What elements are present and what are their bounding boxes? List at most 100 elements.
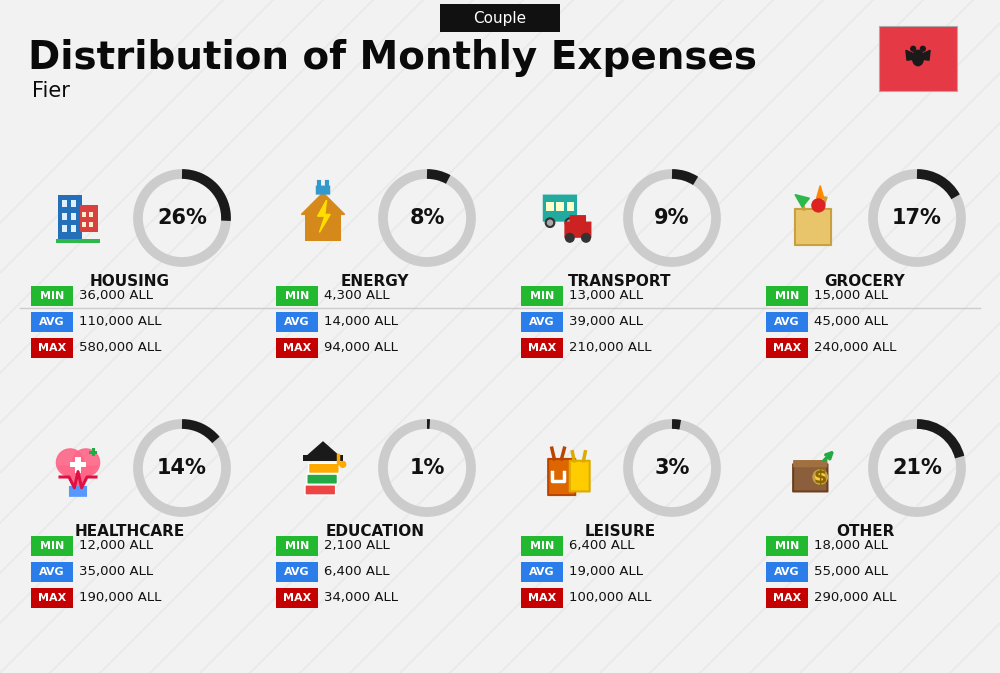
- Text: AVG: AVG: [39, 317, 65, 327]
- Text: AVG: AVG: [39, 567, 65, 577]
- Text: 15,000 ALL: 15,000 ALL: [814, 289, 888, 302]
- FancyBboxPatch shape: [62, 200, 67, 207]
- FancyBboxPatch shape: [556, 202, 564, 211]
- Text: Couple: Couple: [473, 11, 527, 26]
- Text: 17%: 17%: [892, 208, 942, 228]
- FancyBboxPatch shape: [31, 562, 73, 582]
- Circle shape: [813, 470, 827, 484]
- Text: 240,000 ALL: 240,000 ALL: [814, 341, 896, 355]
- FancyBboxPatch shape: [305, 213, 341, 242]
- Polygon shape: [918, 50, 930, 60]
- Polygon shape: [817, 186, 824, 199]
- FancyBboxPatch shape: [766, 588, 808, 608]
- Circle shape: [72, 449, 100, 476]
- Text: MIN: MIN: [285, 541, 309, 551]
- Text: HEALTHCARE: HEALTHCARE: [75, 524, 185, 539]
- FancyBboxPatch shape: [521, 286, 563, 306]
- FancyBboxPatch shape: [440, 4, 560, 32]
- Text: MAX: MAX: [283, 593, 311, 603]
- FancyBboxPatch shape: [567, 202, 574, 211]
- Text: ENERGY: ENERGY: [341, 274, 409, 289]
- Polygon shape: [301, 192, 345, 215]
- FancyBboxPatch shape: [766, 536, 808, 556]
- Text: 12,000 ALL: 12,000 ALL: [79, 540, 153, 553]
- Text: 4,300 ALL: 4,300 ALL: [324, 289, 390, 302]
- Circle shape: [567, 220, 572, 225]
- Text: 36,000 ALL: 36,000 ALL: [79, 289, 153, 302]
- Text: 35,000 ALL: 35,000 ALL: [79, 565, 153, 579]
- Text: 9%: 9%: [654, 208, 690, 228]
- FancyBboxPatch shape: [309, 463, 339, 473]
- Text: 21%: 21%: [892, 458, 942, 478]
- Polygon shape: [318, 200, 330, 232]
- Text: 26%: 26%: [157, 208, 207, 228]
- FancyBboxPatch shape: [31, 312, 73, 332]
- Polygon shape: [308, 442, 338, 456]
- FancyBboxPatch shape: [58, 194, 82, 242]
- Text: 2,100 ALL: 2,100 ALL: [324, 540, 390, 553]
- FancyBboxPatch shape: [71, 200, 76, 207]
- FancyBboxPatch shape: [521, 536, 563, 556]
- Text: 6,400 ALL: 6,400 ALL: [324, 565, 390, 579]
- Polygon shape: [906, 50, 918, 60]
- FancyBboxPatch shape: [521, 312, 563, 332]
- Circle shape: [545, 218, 555, 227]
- Text: 3%: 3%: [654, 458, 690, 478]
- Text: MIN: MIN: [530, 541, 554, 551]
- Text: AVG: AVG: [774, 317, 800, 327]
- Text: AVG: AVG: [284, 567, 310, 577]
- Circle shape: [565, 234, 574, 242]
- Text: TRANSPORT: TRANSPORT: [568, 274, 672, 289]
- FancyBboxPatch shape: [766, 286, 808, 306]
- Circle shape: [547, 220, 553, 225]
- Ellipse shape: [912, 50, 924, 66]
- Text: GROCERY: GROCERY: [825, 274, 905, 289]
- Circle shape: [56, 449, 84, 476]
- FancyBboxPatch shape: [570, 461, 590, 491]
- Text: 94,000 ALL: 94,000 ALL: [324, 341, 398, 355]
- FancyBboxPatch shape: [303, 456, 343, 461]
- FancyBboxPatch shape: [71, 213, 76, 220]
- Text: 290,000 ALL: 290,000 ALL: [814, 592, 896, 604]
- Text: MAX: MAX: [38, 593, 66, 603]
- Text: AVG: AVG: [529, 567, 555, 577]
- Text: MAX: MAX: [773, 593, 801, 603]
- Text: HOUSING: HOUSING: [90, 274, 170, 289]
- FancyBboxPatch shape: [276, 312, 318, 332]
- FancyBboxPatch shape: [305, 485, 336, 495]
- FancyBboxPatch shape: [82, 221, 86, 227]
- Text: MIN: MIN: [775, 541, 799, 551]
- FancyBboxPatch shape: [31, 588, 73, 608]
- Text: 14,000 ALL: 14,000 ALL: [324, 316, 398, 328]
- FancyBboxPatch shape: [31, 536, 73, 556]
- FancyBboxPatch shape: [75, 457, 81, 473]
- Text: MIN: MIN: [285, 291, 309, 301]
- Text: MAX: MAX: [38, 343, 66, 353]
- FancyBboxPatch shape: [766, 312, 808, 332]
- Text: 110,000 ALL: 110,000 ALL: [79, 316, 162, 328]
- Text: AVG: AVG: [774, 567, 800, 577]
- Text: 39,000 ALL: 39,000 ALL: [569, 316, 643, 328]
- FancyBboxPatch shape: [276, 536, 318, 556]
- Text: OTHER: OTHER: [836, 524, 894, 539]
- FancyBboxPatch shape: [31, 286, 73, 306]
- Text: 34,000 ALL: 34,000 ALL: [324, 592, 398, 604]
- FancyBboxPatch shape: [766, 562, 808, 582]
- FancyBboxPatch shape: [80, 205, 98, 232]
- FancyBboxPatch shape: [521, 562, 563, 582]
- FancyBboxPatch shape: [548, 459, 575, 495]
- Polygon shape: [795, 194, 809, 207]
- Polygon shape: [58, 466, 98, 488]
- Ellipse shape: [911, 46, 916, 51]
- Text: 580,000 ALL: 580,000 ALL: [79, 341, 161, 355]
- Text: MAX: MAX: [528, 343, 556, 353]
- Text: LEISURE: LEISURE: [584, 524, 656, 539]
- FancyBboxPatch shape: [56, 239, 100, 243]
- FancyBboxPatch shape: [316, 186, 330, 194]
- Text: MIN: MIN: [530, 291, 554, 301]
- Text: MAX: MAX: [528, 593, 556, 603]
- FancyBboxPatch shape: [89, 211, 93, 217]
- Text: Fier: Fier: [32, 81, 70, 101]
- Circle shape: [816, 472, 825, 481]
- FancyBboxPatch shape: [766, 338, 808, 358]
